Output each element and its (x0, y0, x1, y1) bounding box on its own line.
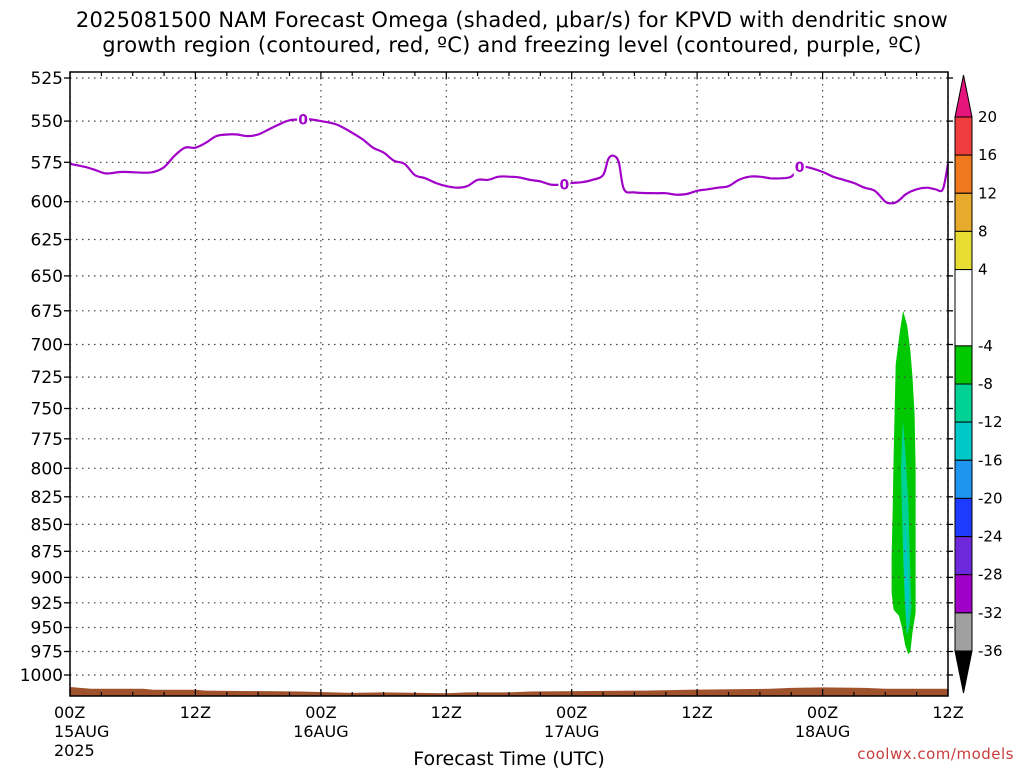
colorbar-tick-label: 4 (978, 261, 988, 279)
colorbar-bin-bottom (954, 650, 973, 694)
colorbar-tick-label: -32 (978, 604, 1003, 622)
y-tick-label: 775 (31, 430, 63, 450)
y-tick-label: 825 (31, 488, 63, 508)
colorbar-bin (954, 154, 973, 194)
colorbar-bin (954, 536, 973, 576)
axes-layer: 525 550 575 600 625 650 675 700 725 750 775 800 825 8… (20, 69, 964, 760)
chart-title: 2025081500 NAM Forecast Omega (shaded, μ… (0, 8, 1024, 58)
y-tick-label: 975 (31, 643, 63, 663)
colorbar-bin (954, 345, 973, 385)
y-tick-label: 650 (31, 267, 63, 287)
x-tick-date-label: 18AUG (795, 722, 850, 741)
y-tick-label: 1000 (20, 666, 63, 686)
colorbar-bin (954, 116, 973, 156)
colorbar-bin (954, 192, 973, 232)
freezing-level-line (69, 118, 950, 205)
chart-title-line2: growth region (contoured, red, ºC) and f… (102, 33, 922, 57)
y-tick-label: 875 (31, 542, 63, 562)
x-tick-label: 00Z (305, 703, 336, 722)
y-tick-label: 950 (31, 619, 63, 639)
colorbar-bin (954, 269, 973, 347)
y-tick-label: 550 (31, 112, 63, 132)
chart-title-line1: 2025081500 NAM Forecast Omega (shaded, μ… (75, 8, 949, 32)
y-tick-label: 900 (31, 568, 63, 588)
y-tick-label: 575 (31, 153, 63, 173)
source-credit-link[interactable]: coolwx.com/models (857, 745, 1014, 763)
freezing-level-layer: 0 0 0 (69, 111, 950, 205)
colorbar-tick-label: -28 (978, 566, 1003, 584)
x-tick-label: 12Z (431, 703, 462, 722)
colorbar-bin (954, 421, 973, 461)
x-tick-label: 12Z (932, 703, 963, 722)
colorbar-tick-label: -16 (978, 451, 1003, 469)
omega-shading-layer (891, 310, 916, 655)
colorbar-tick-label: -12 (978, 413, 1003, 431)
x-tick-label: 12Z (180, 703, 211, 722)
colorbar-tick-label: -24 (978, 528, 1003, 546)
colorbar-bin (954, 497, 973, 537)
contour-label-bg (793, 159, 806, 176)
colorbar-tick-label: -20 (978, 489, 1003, 507)
colorbar-tick-label: 16 (978, 146, 997, 164)
x-tick-label: 00Z (556, 703, 587, 722)
omega-region-8 (901, 420, 912, 636)
freezing-level-contour-label: 0 (795, 160, 805, 176)
colorbar-tick-label: 20 (978, 108, 997, 126)
colorbar-bin (954, 574, 973, 614)
colorbar-bin (954, 230, 973, 270)
x-tick-date-label: 16AUG (293, 722, 348, 741)
freezing-level-contour-label: 0 (298, 112, 308, 128)
y-tick-label: 725 (31, 368, 63, 388)
x-tick-year-label: 2025 (54, 741, 95, 760)
x-tick-label: 00Z (54, 703, 85, 722)
colorbar-bin (954, 612, 973, 652)
y-tick-label: 600 (31, 193, 63, 213)
y-tick-label: 525 (31, 69, 63, 89)
x-axis-label: Forecast Time (UTC) (413, 748, 604, 768)
y-tick-label: 925 (31, 594, 63, 614)
y-tick-label: 750 (31, 400, 63, 420)
colorbar: 20 16 12 8 4 -4 -8 -12 -16 -20 -24 -28 -32 -36 (954, 74, 1003, 694)
x-tick-date-label: 15AUG (54, 722, 109, 741)
colorbar-bin-top (954, 74, 973, 118)
y-tick-label: 800 (31, 459, 63, 479)
omega-region-12 (904, 524, 909, 623)
colorbar-tick-label: -4 (978, 337, 993, 355)
y-tick-label: 625 (31, 231, 63, 251)
colorbar-tick-label: -36 (978, 642, 1003, 660)
contour-label-bg (558, 176, 571, 193)
x-tick-date-label: 17AUG (544, 722, 599, 741)
colorbar-bin (954, 459, 973, 499)
y-tick-label: 850 (31, 515, 63, 535)
contour-label-bg (297, 111, 310, 128)
colorbar-tick-label: 8 (978, 222, 988, 240)
y-tick-label: 700 (31, 336, 63, 356)
x-tick-label: 00Z (807, 703, 838, 722)
y-tick-label: 675 (31, 302, 63, 322)
colorbar-tick-label: 12 (978, 184, 997, 202)
colorbar-bin (954, 383, 973, 423)
freezing-level-contour-label: 0 (560, 178, 570, 194)
x-tick-label: 12Z (681, 703, 712, 722)
colorbar-tick-label: -8 (978, 375, 993, 393)
